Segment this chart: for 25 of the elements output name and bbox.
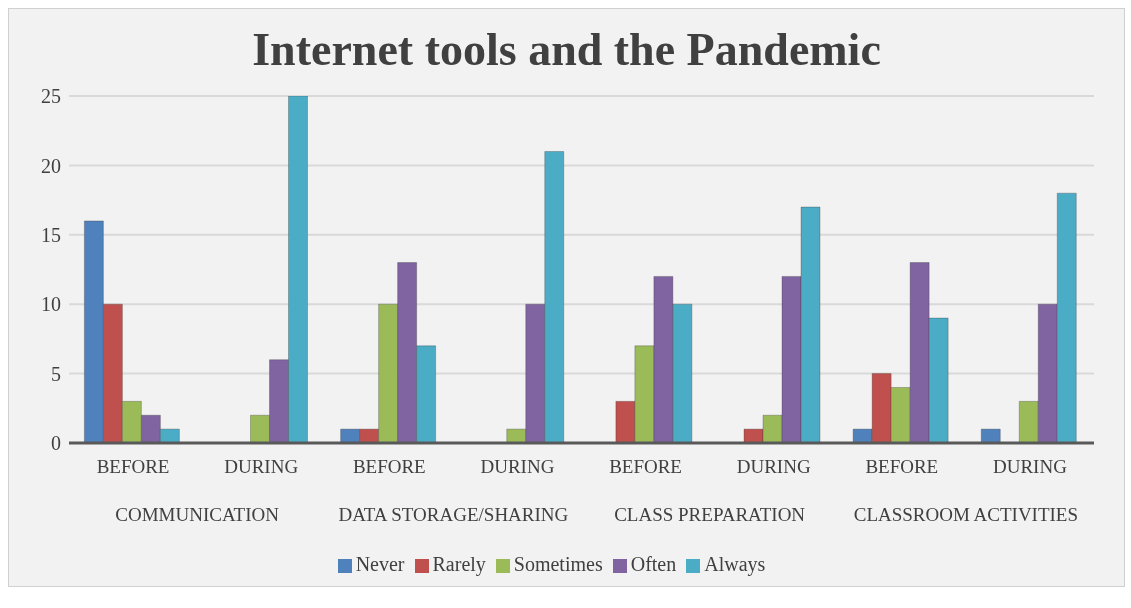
x-tick-label: DURING xyxy=(992,456,1068,477)
x-tick-label: BEFORE xyxy=(865,456,939,477)
x-tick-label: BEFORE xyxy=(352,456,426,477)
x-tick-label: BEFORE xyxy=(609,456,682,477)
legend-label: Rarely xyxy=(432,553,486,575)
legend-label: Often xyxy=(630,553,677,575)
text: DATA STORAGE/SHARING xyxy=(338,504,569,525)
text: COMMUNICATION xyxy=(115,504,280,525)
legend-label: Never xyxy=(355,553,405,575)
legend-label: Sometimes xyxy=(513,553,603,575)
chart-title: Internet tools and the Pandemic xyxy=(251,23,882,76)
x-tick-label: DURING xyxy=(480,456,555,477)
text: CLASS PREPARATION xyxy=(614,504,806,525)
x-tick-label: DURING xyxy=(736,456,811,477)
bar xyxy=(980,428,1001,443)
y-tick-label: 15 xyxy=(41,223,61,246)
x-tick-label: BEFORE xyxy=(96,456,170,477)
y-tick-label: 0 xyxy=(51,432,61,455)
y-tick-label: 20 xyxy=(41,154,61,177)
y-tick-label: 5 xyxy=(51,362,61,385)
y-tick-label: 10 xyxy=(41,293,61,316)
text: CLASSROOM ACTIVITIES xyxy=(853,504,1079,525)
legend-label: Always xyxy=(704,553,766,575)
y-tick-label: 25 xyxy=(41,85,61,108)
x-tick-label: DURING xyxy=(224,456,299,477)
